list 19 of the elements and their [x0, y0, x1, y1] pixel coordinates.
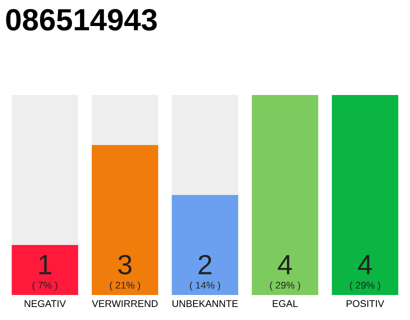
- x-tick-label: EGAL: [272, 300, 298, 308]
- data-label: 3 ( 21% ): [110, 254, 140, 291]
- data-label: 2 ( 14% ): [190, 254, 220, 291]
- bar: [172, 95, 238, 196]
- data-label: 1 ( 7% ): [32, 255, 58, 291]
- bar: [92, 145, 158, 296]
- x-tick-label: VERWIRREND: [92, 300, 158, 307]
- bar: [332, 95, 398, 296]
- x-tick-label: UNBEKANNTE: [172, 300, 238, 308]
- bar: [92, 95, 158, 146]
- bar: [12, 245, 78, 296]
- data-label: 4 ( 29% ): [350, 255, 380, 291]
- data-label: 4 ( 29% ): [270, 255, 300, 291]
- chart-title: 086514943: [6, 8, 157, 31]
- x-tick-label: NEGATIV: [24, 300, 66, 308]
- bar: [12, 95, 78, 246]
- x-tick-label: POSITIV: [346, 300, 384, 308]
- bar: [252, 95, 318, 296]
- bar: [172, 195, 238, 296]
